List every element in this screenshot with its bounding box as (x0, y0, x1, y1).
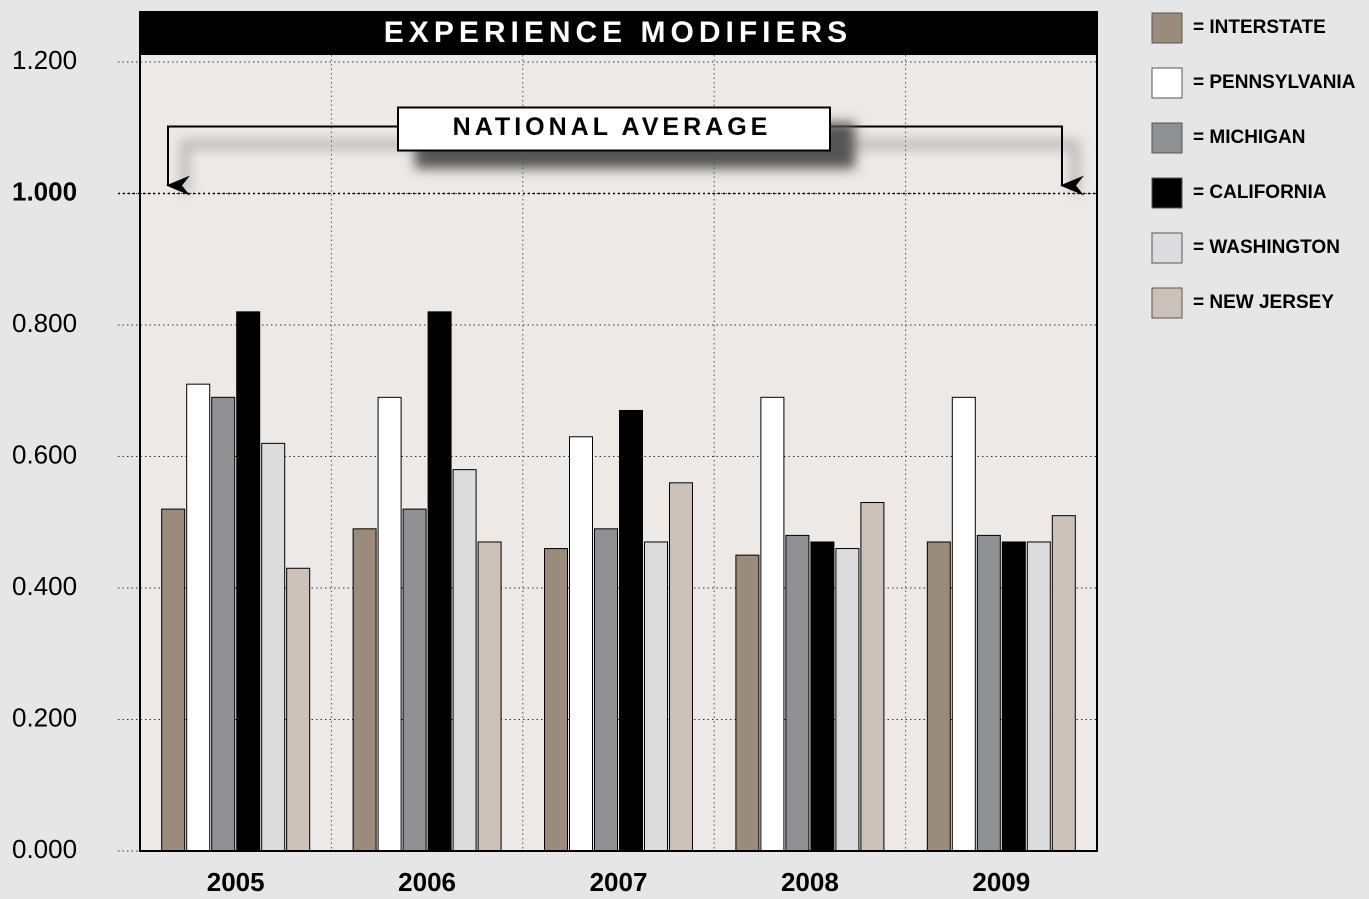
legend-swatch (1151, 67, 1183, 99)
bar (860, 502, 885, 852)
bar (544, 548, 568, 852)
bar (352, 528, 377, 852)
title-bar (140, 12, 1097, 55)
bar (951, 396, 976, 852)
legend-swatch (1151, 12, 1183, 44)
y-tick-label: 0.400 (12, 571, 77, 601)
bar (286, 567, 311, 852)
bar (735, 554, 760, 852)
x-tick-label: 2007 (590, 867, 648, 897)
bar (810, 541, 835, 852)
bar (427, 311, 452, 852)
legend-label: = PENNSYLVANIA (1193, 72, 1356, 93)
bar (926, 541, 951, 852)
x-tick-label: 2009 (972, 867, 1030, 897)
bar (261, 442, 286, 852)
legend-swatch (1151, 177, 1183, 209)
bar (186, 383, 211, 852)
chart-title: EXPERIENCE MODIFIERS (384, 16, 852, 49)
bar (1051, 515, 1076, 852)
legend-swatch (1151, 232, 1183, 264)
x-tick-label: 2005 (207, 867, 265, 897)
bar (644, 541, 668, 852)
legend-swatch (1151, 122, 1183, 154)
legend-label: = NEW JERSEY (1193, 292, 1334, 313)
x-tick-label: 2008 (781, 867, 839, 897)
bar (569, 436, 593, 852)
plot-frame (139, 11, 1098, 852)
bar (377, 396, 402, 852)
bar (402, 508, 427, 852)
legend-label: = INTERSTATE (1193, 17, 1326, 38)
annotation-box (397, 106, 831, 152)
y-tick-label: 1.000 (12, 176, 77, 206)
bar (594, 528, 618, 852)
y-tick-label: 0.000 (12, 834, 77, 864)
bar (619, 409, 643, 852)
bar (976, 534, 1001, 852)
legend-label: = WASHINGTON (1193, 237, 1340, 258)
bar (236, 311, 261, 852)
legend-label: = CALIFORNIA (1193, 182, 1327, 203)
bar (161, 508, 186, 852)
bar (669, 482, 693, 852)
x-tick-label: 2006 (398, 867, 456, 897)
annotation-label: NATIONAL AVERAGE (453, 113, 772, 141)
bar (1001, 541, 1026, 852)
bar (785, 534, 810, 852)
legend-label: = MICHIGAN (1193, 127, 1305, 148)
bar (835, 548, 860, 852)
y-tick-label: 0.200 (12, 702, 77, 732)
y-tick-label: 0.600 (12, 439, 77, 469)
legend-swatch (1151, 287, 1183, 319)
bar (1026, 541, 1051, 852)
bar (477, 541, 502, 852)
bar (760, 396, 785, 852)
bar (211, 396, 236, 852)
y-tick-label: 1.200 (12, 45, 77, 75)
bar (452, 469, 477, 852)
y-tick-label: 0.800 (12, 308, 77, 338)
